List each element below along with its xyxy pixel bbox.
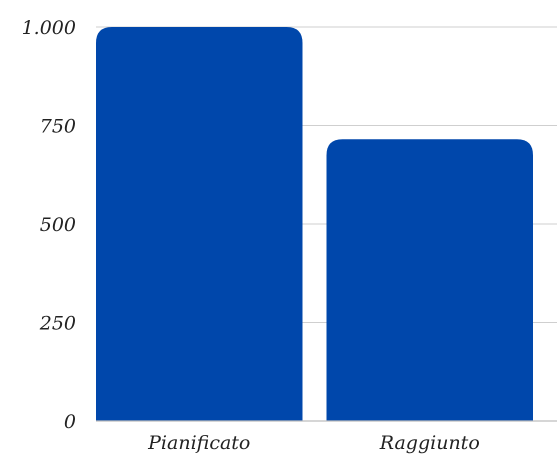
bar-pianificato: [96, 27, 303, 421]
bars: [96, 27, 533, 422]
y-tick-label: 1.000: [22, 17, 76, 39]
y-tick-label: 750: [40, 116, 76, 138]
y-tick-label: 0: [64, 411, 76, 433]
y-tick-label: 250: [39, 313, 76, 335]
bar-raggiunto: [326, 139, 533, 422]
x-category-label: Raggiunto: [379, 432, 480, 454]
axes: 0 250 500 750 1.000 Pianificato Raggiunto: [22, 17, 557, 454]
x-category-label: Pianificato: [147, 432, 250, 454]
y-tick-label: 500: [40, 214, 76, 236]
